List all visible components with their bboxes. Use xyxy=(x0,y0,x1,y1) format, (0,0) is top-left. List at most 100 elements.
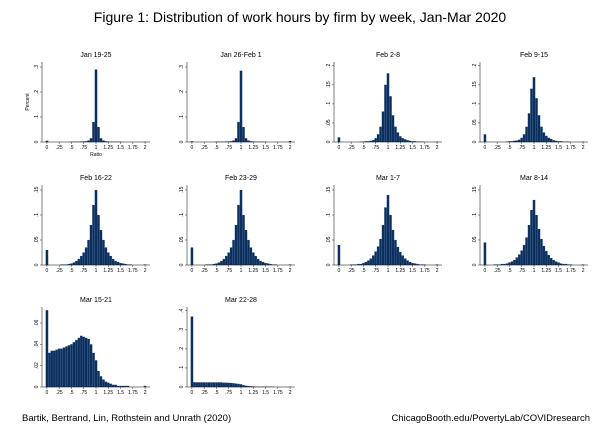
bar xyxy=(45,310,49,388)
bar xyxy=(114,384,117,388)
bar xyxy=(251,252,255,266)
x-tick-label: .75 xyxy=(80,145,87,151)
bar xyxy=(89,224,93,266)
y-tick-label: .02 xyxy=(34,362,40,369)
x-tick-label: 1.75 xyxy=(566,145,576,151)
y-tick-label: 0 xyxy=(472,140,478,143)
bar xyxy=(384,84,387,143)
bar xyxy=(396,246,400,266)
x-tick-label: 1 xyxy=(95,145,98,151)
x-tick-label: .25 xyxy=(56,145,63,151)
x-tick-label: 1 xyxy=(387,145,390,151)
x-tick-label: 1.25 xyxy=(103,268,113,274)
x-tick-label: 1 xyxy=(240,145,243,151)
x-tick-label: .25 xyxy=(201,145,208,151)
bar xyxy=(508,262,511,266)
y-tick-label: 0 xyxy=(34,140,40,143)
x-tick-label: 1.5 xyxy=(555,145,562,151)
bar xyxy=(205,382,208,388)
bar xyxy=(92,121,95,143)
bar xyxy=(374,251,378,266)
x-tick-label: 0 xyxy=(191,145,194,151)
bar xyxy=(109,255,113,266)
x-tick-label: .5 xyxy=(361,145,365,151)
bar xyxy=(527,224,531,266)
bar xyxy=(57,348,61,388)
bar xyxy=(554,261,558,266)
bar xyxy=(239,189,243,266)
x-tick-label: 1.5 xyxy=(262,268,269,274)
bar xyxy=(391,229,395,266)
y-tick-label: .05 xyxy=(326,119,332,126)
x-tick-label: 1.25 xyxy=(395,145,405,151)
bar xyxy=(411,262,414,266)
bar xyxy=(92,204,95,266)
x-tick-label: 0 xyxy=(191,390,194,396)
bar xyxy=(515,257,519,266)
bar xyxy=(520,250,524,266)
x-tick-label: 1.75 xyxy=(128,390,138,396)
bar xyxy=(520,137,524,143)
bar xyxy=(547,137,551,143)
bar xyxy=(244,138,248,143)
y-tick-label: 0 xyxy=(34,263,40,266)
bar xyxy=(227,252,231,266)
x-tick-label: 2 xyxy=(582,268,585,274)
bar xyxy=(367,260,370,266)
bar xyxy=(87,239,90,266)
y-tick-label: 0 xyxy=(179,140,185,143)
x-tick-label: 1.5 xyxy=(117,390,124,396)
bar xyxy=(200,382,204,388)
x-tick-label: 1.5 xyxy=(555,268,562,274)
bar xyxy=(65,346,68,388)
bar xyxy=(535,98,538,143)
x-tick-label: 0 xyxy=(484,145,487,151)
bar xyxy=(94,189,98,266)
bar xyxy=(229,382,233,388)
y-tick-label: 0 xyxy=(179,385,185,388)
x-tick-label: .5 xyxy=(214,145,218,151)
x-tick-label: 1.75 xyxy=(273,268,283,274)
x-tick-label: .5 xyxy=(507,268,511,274)
x-tick-label: 1.75 xyxy=(128,268,138,274)
y-tick-label: .15 xyxy=(326,186,332,193)
x-tick-label: 1.75 xyxy=(420,268,430,274)
bar xyxy=(384,207,387,266)
x-tick-label: 1.5 xyxy=(409,268,416,274)
x-tick-label: 1.25 xyxy=(395,268,405,274)
bar xyxy=(94,69,98,143)
bar xyxy=(97,370,100,388)
y-tick-label: .1 xyxy=(34,213,40,217)
x-tick-label: 1 xyxy=(95,268,98,274)
bar xyxy=(220,382,223,388)
x-tick-label: 1.5 xyxy=(117,268,124,274)
x-tick-label: 0 xyxy=(191,268,194,274)
x-tick-label: 2 xyxy=(289,145,292,151)
panel-title: Mar 15-21 xyxy=(80,297,112,304)
y-tick-label: .1 xyxy=(179,115,185,119)
bar xyxy=(406,260,409,266)
x-tick-label: .25 xyxy=(201,268,208,274)
x-tick-label: .5 xyxy=(69,268,73,274)
bar xyxy=(537,228,541,266)
panel-title: Jan 26-Feb 1 xyxy=(220,52,261,59)
bar xyxy=(102,239,105,266)
bar xyxy=(234,383,238,388)
bar xyxy=(79,255,83,266)
bar xyxy=(517,254,521,266)
bar xyxy=(379,238,382,266)
bar xyxy=(48,352,51,388)
y-tick-label: .3 xyxy=(179,328,185,332)
bar xyxy=(401,255,405,266)
x-tick-label: .75 xyxy=(80,390,87,396)
bar xyxy=(104,247,108,266)
bar xyxy=(549,138,553,143)
y-tick-label: 0 xyxy=(472,263,478,266)
bar xyxy=(510,261,514,266)
bar xyxy=(84,337,88,388)
bar xyxy=(376,246,380,266)
y-tick-label: .1 xyxy=(34,115,40,119)
bar xyxy=(398,136,402,143)
bar xyxy=(111,258,115,266)
y-tick-label: .2 xyxy=(326,64,332,68)
